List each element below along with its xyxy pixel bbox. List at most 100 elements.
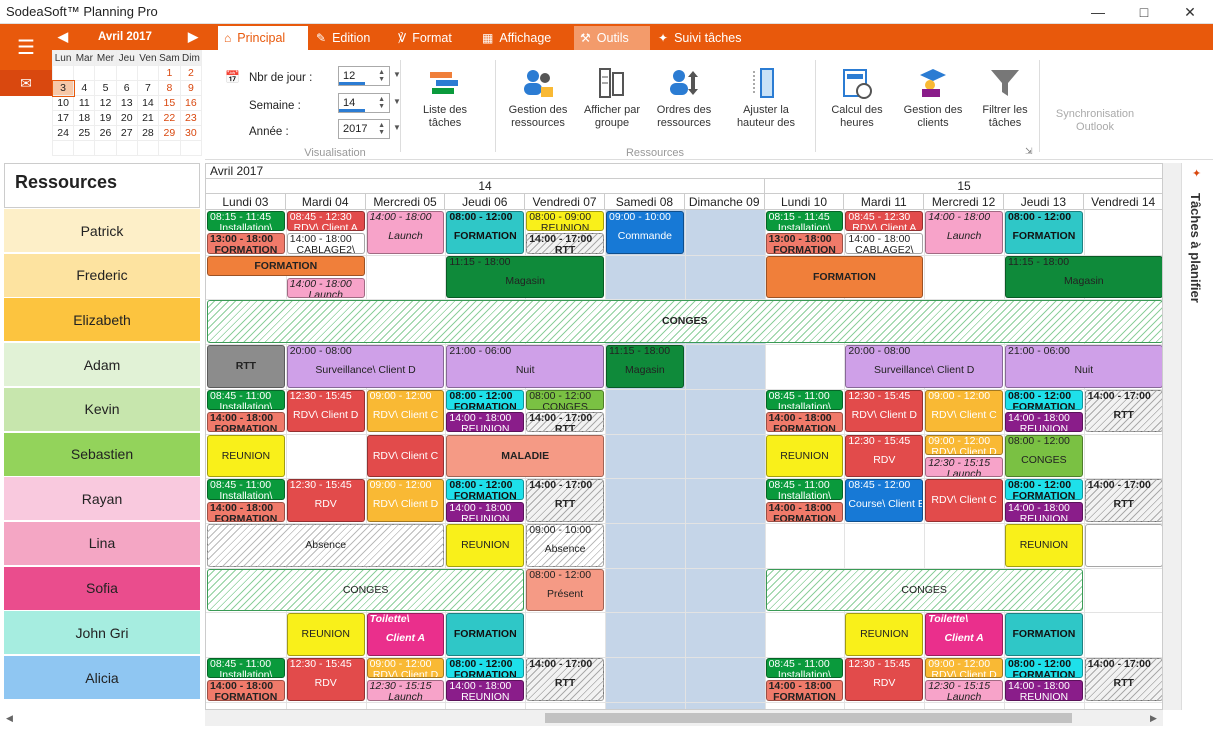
- planning-event[interactable]: RDV\ Client C: [366, 434, 445, 478]
- resource-alicia[interactable]: Alicia: [4, 656, 200, 700]
- planning-event[interactable]: 08:45 - 11:00 Installation\: [765, 658, 844, 679]
- synchronisation-outlook-button[interactable]: Synchronisation Outlook: [1047, 108, 1143, 134]
- planning-event[interactable]: 14:00 - 17:00 RTT: [526, 479, 604, 522]
- planning-event[interactable]: 08:00 - 12:00 CONGES: [1005, 434, 1083, 478]
- calendar-day[interactable]: 20: [115, 110, 138, 126]
- planning-event[interactable]: 14:00 - 18:00 FORMATION: [207, 501, 285, 522]
- minimize-icon[interactable]: —: [1091, 4, 1105, 20]
- calendar-day[interactable]: 16: [179, 95, 203, 111]
- planning-event[interactable]: 11:15 - 18:00 Magasin: [606, 345, 684, 388]
- planning-event[interactable]: 21:00 - 06:00 Nuit: [1005, 345, 1162, 388]
- planning-event[interactable]: 14:00 - 18:00 FORMATION: [765, 412, 844, 433]
- calendar-day[interactable]: 18: [73, 110, 96, 126]
- resource-elizabeth[interactable]: Elizabeth: [4, 298, 200, 343]
- dropdown-icon[interactable]: ▼: [393, 70, 401, 79]
- planning-event[interactable]: 14:00 - 18:00 REUNION: [1005, 680, 1083, 701]
- scrollbar-thumb[interactable]: [545, 713, 1072, 723]
- calendar-day[interactable]: 3: [51, 79, 75, 97]
- planning-event[interactable]: 12:30 - 15:45 RDV: [845, 434, 924, 478]
- spin-arrows-icon[interactable]: ▲ ▼: [378, 96, 385, 110]
- planning-event[interactable]: 13:00 - 18:00 FORMATION: [207, 233, 285, 254]
- planning-event[interactable]: 08:45 - 12:30 RDV\ Client A: [286, 211, 365, 232]
- planning-event[interactable]: 14:00 - 17:00 RTT: [1084, 479, 1162, 522]
- planning-event[interactable]: REUNION: [286, 613, 365, 656]
- planning-event[interactable]: 12:30 - 15:15 Launch: [925, 680, 1003, 701]
- spin-arrows-icon[interactable]: ▲ ▼: [378, 69, 385, 83]
- vertical-scrollbar[interactable]: [1163, 163, 1181, 710]
- close-icon[interactable]: ✕: [1184, 3, 1196, 20]
- scroll-left-icon[interactable]: ◀: [6, 713, 13, 723]
- planning-event[interactable]: Toilette\ Client A: [366, 613, 445, 656]
- planning-event[interactable]: 09:00 - 10:00 Absence: [526, 523, 604, 567]
- planning-event[interactable]: Toilette\ Client A: [925, 613, 1003, 656]
- calendar-day[interactable]: 30: [179, 125, 203, 141]
- planning-event[interactable]: 08:45 - 11:00 Installation\: [765, 389, 844, 411]
- planning-event[interactable]: 11:15 - 18:00 Magasin: [1005, 255, 1162, 299]
- planning-event[interactable]: 12:30 - 15:45 RDV\ Client D: [286, 389, 365, 433]
- afficher-groupe-button[interactable]: Afficher par groupe: [579, 66, 645, 130]
- planning-event[interactable]: 14:00 - 18:00 Launch: [925, 211, 1003, 254]
- planning-event[interactable]: [1084, 523, 1162, 567]
- planning-event[interactable]: 08:00 - 09:00 REUNION: [526, 211, 604, 232]
- calendar-day[interactable]: 23: [179, 110, 203, 126]
- tab-edition[interactable]: ✎ Edition: [310, 26, 390, 50]
- calendar-day[interactable]: 25: [73, 125, 96, 141]
- resource-rayan[interactable]: Rayan: [4, 477, 200, 522]
- annee-spinner[interactable]: 2017 ▲ ▼: [338, 119, 390, 139]
- planning-event[interactable]: 08:00 - 12:00 CONGES: [526, 389, 604, 411]
- planning-event[interactable]: REUNION: [446, 523, 525, 567]
- calendar-day[interactable]: 27: [115, 125, 138, 141]
- ordres-ressources-button[interactable]: Ordres des ressources: [651, 66, 717, 130]
- planning-event[interactable]: 08:00 - 12:00 FORMATION: [1005, 479, 1083, 500]
- planning-event[interactable]: 14:00 - 18:00 REUNION: [1005, 412, 1083, 433]
- planning-event[interactable]: 14:00 - 18:00 Launch: [286, 278, 365, 299]
- planning-event[interactable]: 08:45 - 11:00 Installation\: [765, 479, 844, 500]
- dropdown-icon[interactable]: ▼: [393, 97, 401, 106]
- planning-event[interactable]: 14:00 - 18:00 FORMATION: [207, 412, 285, 433]
- planning-event[interactable]: 14:00 - 18:00 FORMATION: [765, 501, 844, 522]
- planning-event[interactable]: 12:30 - 15:45 RDV: [286, 658, 365, 701]
- planning-event[interactable]: 08:00 - 12:00 FORMATION: [1005, 211, 1083, 254]
- planning-event[interactable]: 09:00 - 12:00 RDV\ Client D: [366, 658, 445, 679]
- tab-principal[interactable]: ⌂ Principal: [218, 26, 308, 50]
- mail-icon[interactable]: ✉: [0, 70, 52, 96]
- maximize-icon[interactable]: □: [1139, 4, 1149, 20]
- filtrer-taches-button[interactable]: Filtrer les tâches: [973, 66, 1037, 130]
- next-month-icon[interactable]: ▶: [188, 29, 198, 44]
- planning-event[interactable]: 09:00 - 12:00 RDV\ Client C: [925, 389, 1003, 433]
- prev-month-icon[interactable]: ◀: [58, 29, 68, 44]
- planning-event[interactable]: 14:00 - 18:00 FORMATION: [207, 680, 285, 701]
- calendar-day[interactable]: 24: [51, 125, 75, 141]
- calendar-day[interactable]: 2: [179, 65, 203, 81]
- planning-event[interactable]: 09:00 - 12:00 RDV\ Client D: [925, 658, 1003, 679]
- planning-event[interactable]: CONGES: [207, 300, 1162, 344]
- planning-event[interactable]: 14:00 - 18:00 CABLAGE2\: [286, 233, 365, 254]
- planning-event[interactable]: 12:30 - 15:45 RDV\ Client D: [845, 389, 924, 433]
- semaine-spinner[interactable]: 14 ▲ ▼: [338, 93, 390, 113]
- planning-event[interactable]: Absence: [207, 523, 445, 567]
- calendar-day[interactable]: 17: [51, 110, 75, 126]
- spin-arrows-icon[interactable]: ▲ ▼: [378, 122, 385, 136]
- calendar-day[interactable]: 1: [158, 65, 181, 81]
- pin-icon[interactable]: ✦: [1192, 168, 1202, 180]
- gestion-clients-button[interactable]: Gestion des clients: [899, 66, 967, 130]
- planning-event[interactable]: 08:45 - 12:30 RDV\ Client A: [845, 211, 924, 232]
- planning-event[interactable]: 14:00 - 17:00 RTT: [1084, 389, 1162, 433]
- resource-frederic[interactable]: Frederic: [4, 253, 200, 298]
- planning-event[interactable]: 20:00 - 08:00 Surveillance\ Client D: [845, 345, 1003, 388]
- planning-event[interactable]: 08:00 - 12:00 Présent: [526, 568, 604, 612]
- planning-event[interactable]: 08:00 - 12:00 FORMATION: [1005, 658, 1083, 679]
- calendar-day[interactable]: 29: [158, 125, 181, 141]
- planning-event[interactable]: 08:00 - 12:00 FORMATION: [446, 211, 525, 254]
- calendar-day[interactable]: 28: [136, 125, 160, 141]
- gestion-ressources-button[interactable]: Gestion des ressources: [505, 66, 571, 130]
- planning-event[interactable]: REUNION: [207, 434, 285, 478]
- planning-event[interactable]: 08:45 - 11:00 Installation\: [207, 389, 285, 411]
- calendar-day[interactable]: 7: [136, 80, 160, 96]
- calendar-day[interactable]: 14: [136, 95, 160, 111]
- planning-event[interactable]: 14:00 - 18:00 CABLAGE2\: [845, 233, 924, 254]
- planning-event[interactable]: 21:00 - 06:00 Nuit: [446, 345, 604, 388]
- calendar-day[interactable]: 26: [94, 125, 117, 141]
- tab-outils[interactable]: ⚒ Outils: [574, 26, 650, 50]
- planning-event[interactable]: MALADIE: [446, 434, 604, 478]
